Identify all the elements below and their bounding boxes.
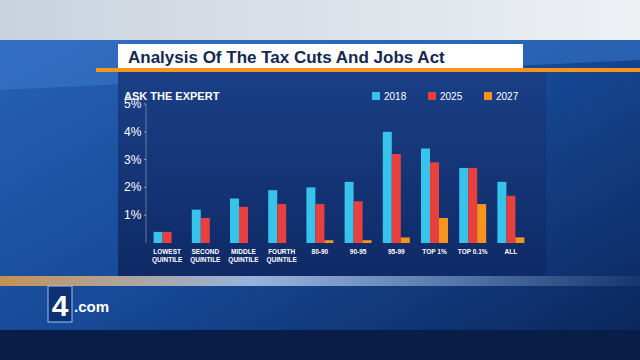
light-streak [0,276,640,286]
bar [268,190,277,243]
top-band [0,0,640,40]
y-tick-label: 1% [124,208,142,222]
label-line: MIDDLE [231,248,257,255]
bar [192,210,201,243]
bar [210,243,219,244]
bottom-band [0,330,640,360]
bar [315,204,324,243]
bar [354,201,363,243]
bars [154,132,525,243]
bar [277,204,286,243]
bar [239,207,248,243]
x-tick-label: 80-90 [312,248,329,255]
bar [439,218,448,243]
logo-box [48,286,72,322]
chart-panel [118,72,546,276]
bar [172,243,181,244]
x-tick-label: 90-95 [350,248,367,255]
x-tick-label: TOP 0.1% [458,248,488,255]
label-line: QUINTILE [152,256,183,264]
bar [363,240,372,243]
x-tick-label: ALL [505,248,518,255]
label-line: FOURTH [268,248,295,255]
canvas: Analysis Of The Tax Cuts And Jobs ActASK… [0,0,640,360]
bar [201,218,210,243]
y-tick [144,215,146,216]
legend-swatch [484,92,492,100]
bar [497,182,506,243]
background [0,0,640,360]
logo-text: .com [74,298,109,315]
bar [477,204,486,243]
bar [392,154,401,243]
y-tick-label: 2% [124,180,142,194]
label-line: SECOND [191,248,219,255]
label-line: QUINTILE [228,256,259,264]
x-tick-label: SECONDQUINTILE [190,248,221,264]
title-underline [96,68,640,72]
bar [430,162,439,243]
legend-label: 2025 [440,91,463,102]
y-tick-label: 4% [124,125,142,139]
legend-label: 2018 [384,91,407,102]
bar [248,243,257,244]
bar [468,168,477,243]
label-line: QUINTILE [190,256,221,264]
bar [459,168,468,243]
x-tick-label: FOURTHQUINTILE [267,248,298,264]
bar [324,240,333,243]
label-line: LOWEST [153,248,181,255]
x-tick-label: TOP 1% [422,248,447,255]
bar [345,182,354,243]
x-tick-label: MIDDLEQUINTILE [228,248,259,264]
y-tick-label: 3% [124,153,142,167]
bar [230,199,239,243]
bar [286,243,295,244]
bar [163,232,172,243]
bar [515,237,524,243]
legend-label: 2027 [496,91,519,102]
logo-number: 4 [52,289,69,322]
y-axis-line [146,104,147,243]
legend-swatch [428,92,436,100]
y-tick [144,159,146,160]
bar [306,187,315,243]
x-tick-label: LOWESTQUINTILE [152,248,183,264]
y-tick-label: 5% [124,97,142,111]
title: Analysis Of The Tax Cuts And Jobs Act [128,48,445,67]
bar [383,132,392,243]
title-box [118,44,523,69]
label-line: QUINTILE [267,256,298,264]
x-tick-label: 95-99 [388,248,405,255]
y-tick [144,104,146,105]
bar [401,237,410,243]
bar [154,232,163,243]
bar [506,196,515,243]
y-tick [144,187,146,188]
y-tick [144,131,146,132]
legend-swatch [372,92,380,100]
bar [421,148,430,243]
